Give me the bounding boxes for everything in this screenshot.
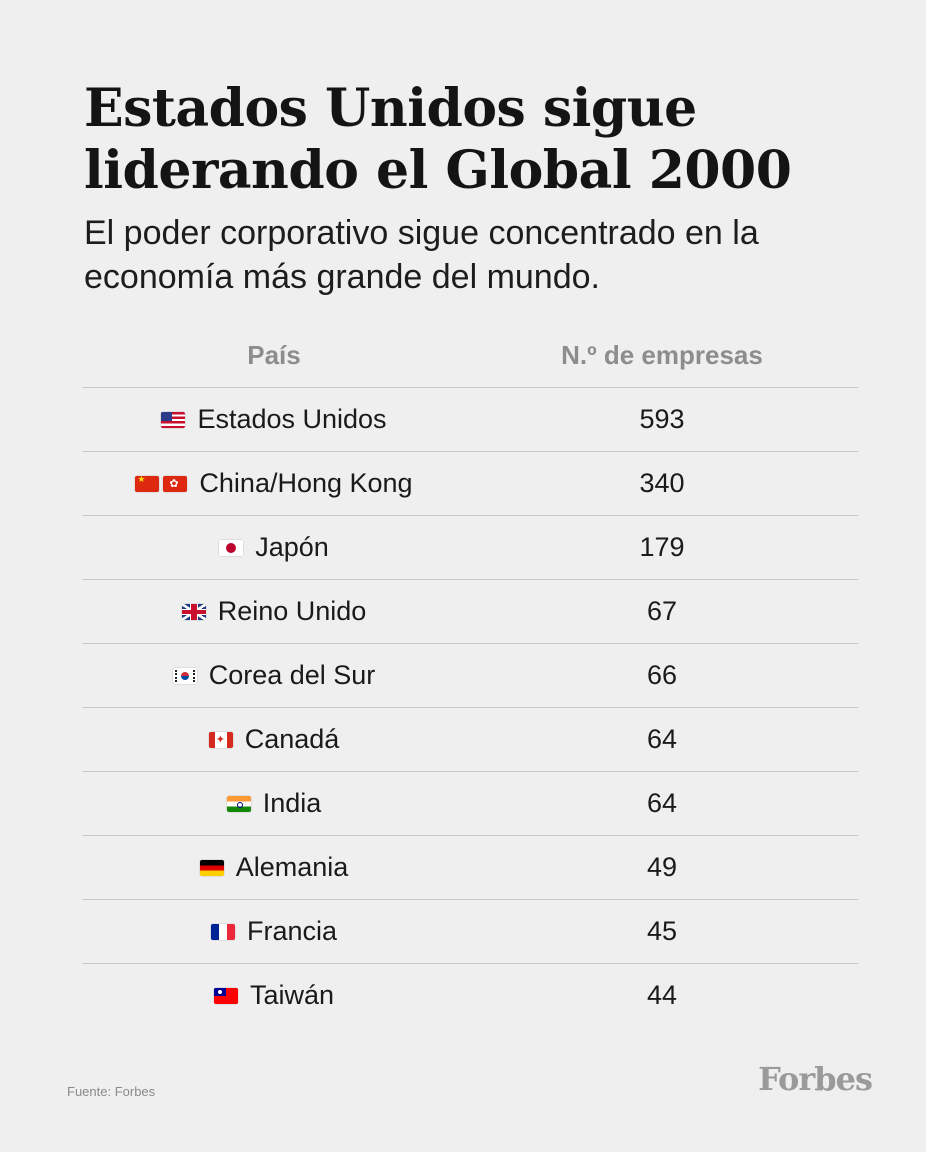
flag-group	[213, 987, 238, 1004]
flag-group	[172, 667, 197, 684]
country-name: Alemania	[235, 852, 349, 883]
country-cell-content: Estados Unidos	[161, 404, 387, 435]
table-row: Reino Unido 67	[82, 579, 858, 644]
country-cell-content: India	[226, 788, 322, 819]
china-flag-icon	[135, 475, 160, 492]
country-cell: Japón	[82, 515, 466, 580]
source-note: Fuente: Forbes	[67, 1084, 156, 1099]
table-row: India 64	[82, 771, 858, 836]
company-count: 179	[466, 515, 858, 580]
table-row: Corea del Sur 66	[82, 643, 858, 708]
country-company-table: País N.º de empresas Estados Unidos593Ch…	[82, 323, 858, 1027]
column-header-country: País	[82, 323, 466, 388]
country-cell-content: Canadá	[208, 724, 340, 755]
country-cell: Reino Unido	[82, 579, 466, 644]
country-name: Corea del Sur	[208, 660, 376, 691]
company-count: 44	[646, 980, 678, 1010]
country-name: China/Hong Kong	[199, 468, 413, 499]
company-count: 64	[466, 707, 858, 772]
company-count: 49	[466, 835, 858, 900]
country-name: Reino Unido	[217, 596, 367, 627]
flag-group	[199, 859, 224, 876]
flag-group	[219, 539, 244, 556]
germany-flag-icon	[199, 859, 224, 876]
table-body: Estados Unidos593China/Hong Kong340Japón…	[82, 387, 858, 1028]
country-cell: Taiwán	[82, 964, 466, 1028]
forbes-logo: Forbes	[758, 1060, 873, 1098]
country-cell-content: Reino Unido	[181, 596, 367, 627]
company-count: 593	[466, 387, 858, 452]
country-cell: Corea del Sur	[82, 643, 466, 708]
country-cell: China/Hong Kong	[82, 451, 466, 516]
country-cell-content: Francia	[210, 916, 338, 947]
country-name: Taiwán	[249, 980, 335, 1011]
country-cell-content: China/Hong Kong	[135, 468, 413, 499]
chart-subtitle: El poder corporativo sigue concentrado e…	[84, 214, 759, 296]
flag-group	[226, 795, 251, 812]
flag-group	[161, 411, 186, 428]
column-header-companies: N.º de empresas	[466, 323, 858, 388]
country-cell-content: Corea del Sur	[172, 660, 376, 691]
country-cell: India	[82, 771, 466, 836]
table-header-row: País N.º de empresas	[82, 323, 858, 388]
country-cell: Estados Unidos	[82, 387, 466, 452]
country-name: Francia	[246, 916, 338, 947]
france-flag-icon	[210, 923, 235, 940]
company-count: 64	[466, 771, 858, 836]
table-row: China/Hong Kong 340	[82, 451, 858, 516]
hong-kong-flag-icon	[163, 475, 188, 492]
table-row: Francia 45	[82, 899, 858, 964]
country-cell: Canadá	[82, 707, 466, 772]
japan-flag-icon	[219, 539, 244, 556]
uk-flag-icon	[181, 603, 206, 620]
country-cell-content: Alemania	[199, 852, 349, 883]
canada-flag-icon	[208, 731, 233, 748]
us-flag-icon	[161, 411, 186, 428]
flag-group	[135, 475, 188, 492]
country-cell-content: Japón	[219, 532, 329, 563]
company-count: 66	[466, 643, 858, 708]
flag-group	[181, 603, 206, 620]
table-row: Canadá 64	[82, 707, 858, 772]
company-count: 67	[466, 579, 858, 644]
chart-title: Estados Unidos sigue liderando el Global…	[84, 78, 792, 201]
table-row: Japón 179	[82, 515, 858, 580]
india-flag-icon	[226, 795, 251, 812]
company-count: 45	[466, 899, 858, 964]
taiwan-flag-icon	[213, 987, 238, 1004]
country-name: Estados Unidos	[197, 404, 387, 435]
south-korea-flag-icon	[172, 667, 197, 684]
table-row: Alemania 49	[82, 835, 858, 900]
country-name: India	[262, 788, 322, 819]
table-row: Taiwán 44	[82, 964, 858, 1028]
country-name: Japón	[255, 532, 329, 563]
country-cell: Alemania	[82, 835, 466, 900]
flag-group	[208, 731, 233, 748]
country-cell-content: Taiwán	[213, 980, 335, 1011]
country-cell: Francia	[82, 899, 466, 964]
flag-group	[210, 923, 235, 940]
company-count: 340	[466, 451, 858, 516]
country-name: Canadá	[244, 724, 340, 755]
table-row: Estados Unidos 593	[82, 387, 858, 452]
